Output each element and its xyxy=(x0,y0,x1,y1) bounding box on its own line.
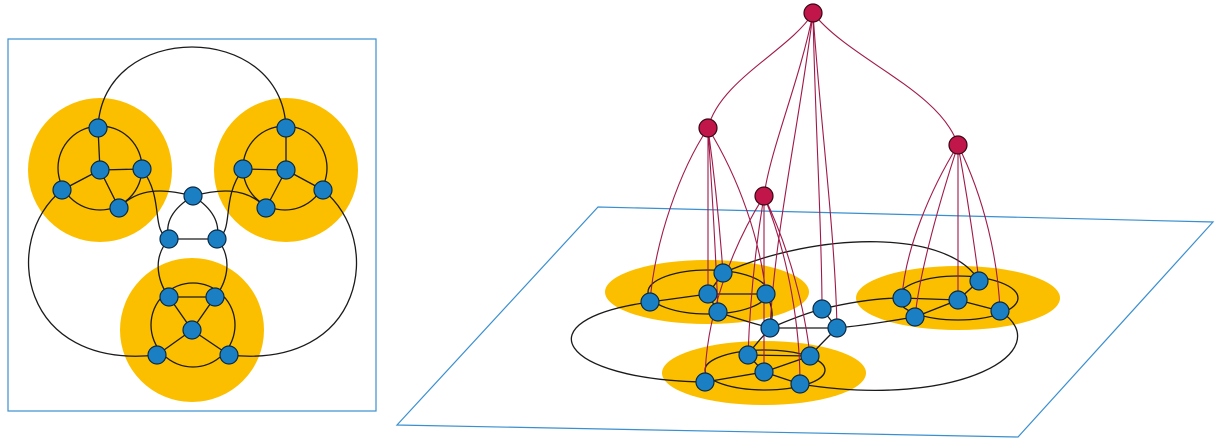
vertex xyxy=(948,290,968,310)
vertex xyxy=(132,159,152,179)
vertex xyxy=(698,284,718,304)
vertex xyxy=(276,118,296,138)
hierarchy-edge xyxy=(707,12,814,129)
edge-arc-top xyxy=(97,46,287,129)
vertex xyxy=(695,372,715,392)
edge-loop-right xyxy=(799,310,1019,391)
right-panel xyxy=(395,3,1215,438)
vertex xyxy=(109,198,129,218)
hierarchy-edge xyxy=(763,12,814,197)
left-graph-vertices xyxy=(52,118,333,365)
vertex xyxy=(738,345,758,365)
edge xyxy=(649,293,709,303)
edge-arc-left xyxy=(27,189,158,357)
left-panel xyxy=(7,38,377,412)
hierarchy-edge xyxy=(812,12,959,146)
hierarchy-edge xyxy=(707,127,724,274)
vertex xyxy=(90,160,110,180)
hierarchy-edge xyxy=(763,195,811,357)
vertex xyxy=(276,160,296,180)
vertex xyxy=(760,318,780,338)
vertex xyxy=(313,180,333,200)
vertex xyxy=(790,374,810,394)
vertex xyxy=(219,345,239,365)
hierarchy-node-middle xyxy=(754,186,774,206)
vertex xyxy=(147,345,167,365)
edge-loop-back xyxy=(722,241,980,282)
vertex xyxy=(754,362,774,382)
hierarchy-edge xyxy=(957,144,1001,312)
vertex xyxy=(708,302,728,322)
vertex xyxy=(256,198,276,218)
vertex xyxy=(800,346,820,366)
right-graph-vertices xyxy=(640,263,1010,394)
vertex xyxy=(713,263,733,283)
vertex xyxy=(52,180,72,200)
edge-loop-left xyxy=(570,301,706,383)
hierarchy-node-left xyxy=(698,118,718,138)
vertex xyxy=(756,284,776,304)
vertex xyxy=(182,320,202,340)
vertex xyxy=(183,186,203,206)
edge xyxy=(704,371,765,383)
hierarchy-edge xyxy=(763,195,801,385)
left-panel-frame xyxy=(7,38,377,412)
hierarchy-edge xyxy=(704,195,765,383)
vertex xyxy=(207,229,227,249)
hierarchy-edge xyxy=(707,127,767,295)
vertex xyxy=(159,287,179,307)
vertex xyxy=(159,229,179,249)
vertex xyxy=(990,301,1010,321)
hierarchy-edge xyxy=(914,144,959,318)
vertex xyxy=(812,299,832,319)
vertex xyxy=(205,287,225,307)
vertex xyxy=(640,292,660,312)
vertex xyxy=(88,118,108,138)
hierarchy-node-right xyxy=(948,135,968,155)
hierarchy-nodes xyxy=(698,3,968,206)
vertex xyxy=(827,318,847,338)
vertex xyxy=(233,159,253,179)
cluster-ring-bottom xyxy=(150,282,236,368)
hierarchy-edge xyxy=(957,144,980,282)
vertex xyxy=(969,271,989,291)
base-plane xyxy=(395,206,1215,438)
hierarchy-edge xyxy=(812,12,838,329)
vertex xyxy=(905,307,925,327)
hierarchy-root-node xyxy=(803,3,823,23)
hierarchy-edge xyxy=(649,127,709,303)
hierarchy-edge xyxy=(901,144,959,299)
edge-arc-right xyxy=(228,189,358,357)
hierarchy-edge xyxy=(747,195,765,356)
vertex xyxy=(892,288,912,308)
hierarchy-edge xyxy=(812,12,823,310)
